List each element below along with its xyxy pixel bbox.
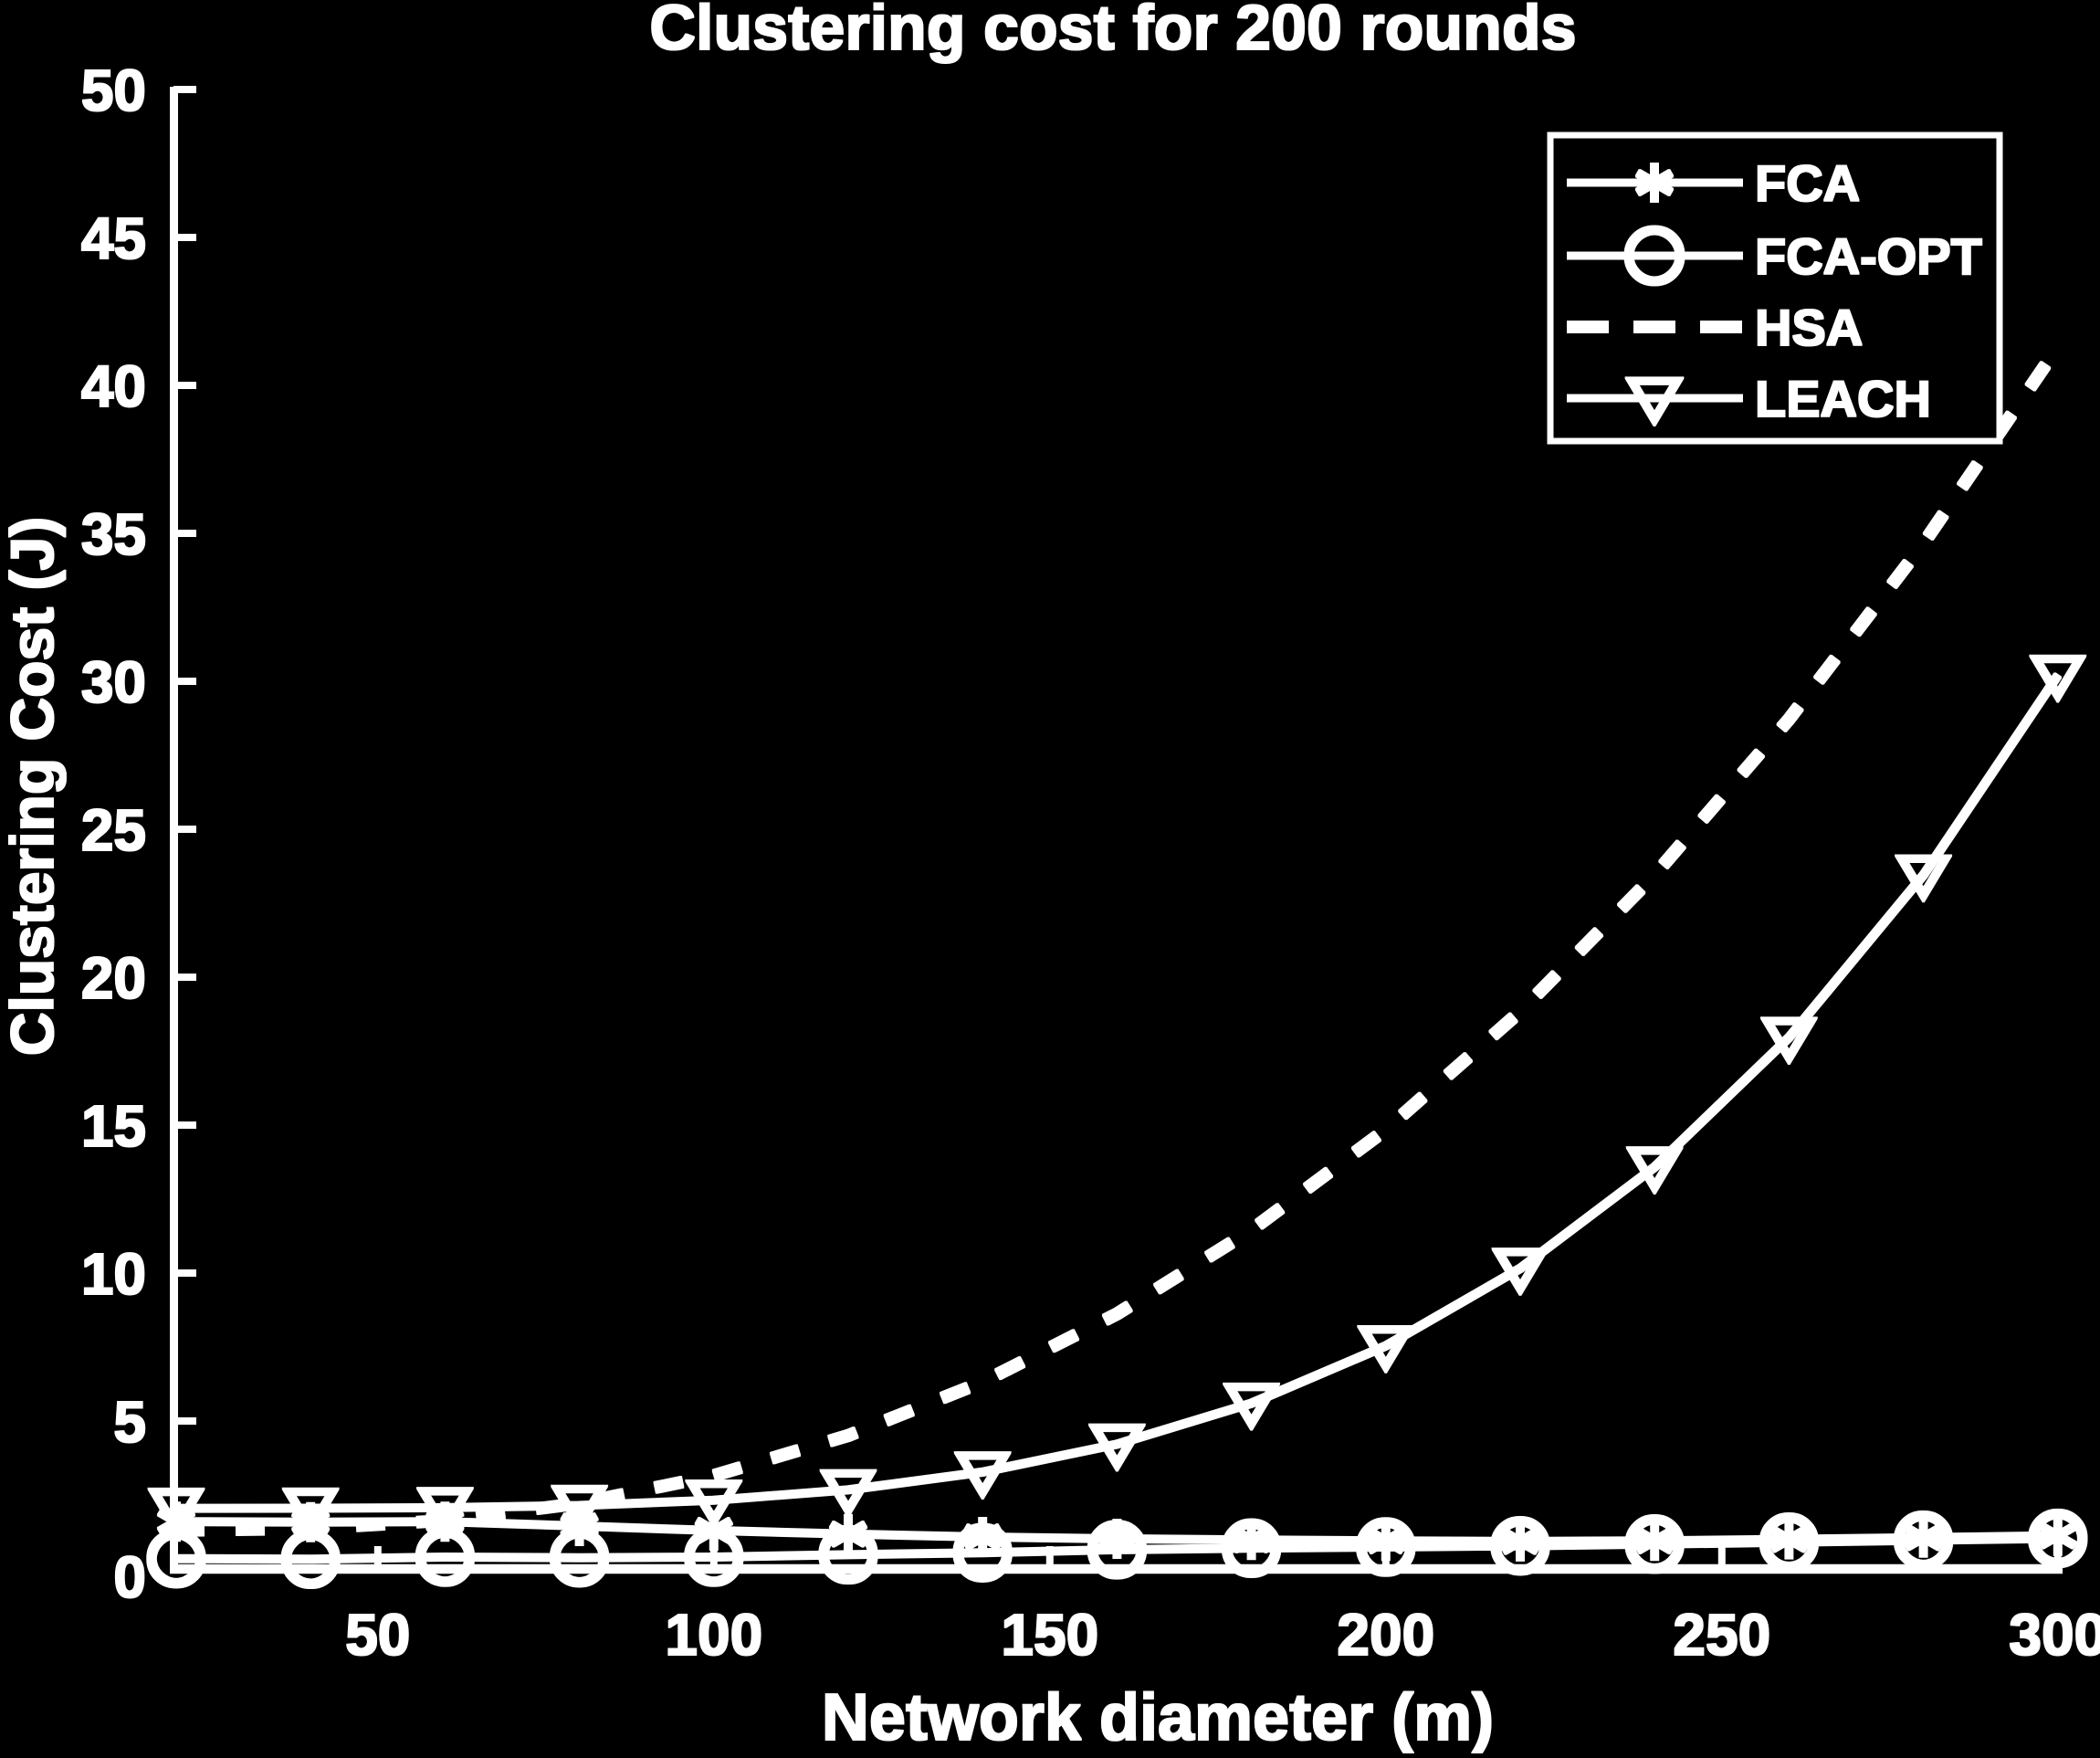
svg-text:30: 30 — [81, 649, 146, 715]
svg-text:35: 35 — [81, 501, 146, 567]
svg-text:250: 250 — [1673, 1602, 1770, 1668]
svg-text:40: 40 — [81, 353, 146, 419]
svg-text:Clustering cost for 200 rounds: Clustering cost for 200 rounds — [649, 0, 1576, 63]
svg-text:LEACH: LEACH — [1755, 370, 1931, 427]
svg-text:FCA: FCA — [1755, 154, 1860, 212]
svg-text:300: 300 — [2009, 1602, 2100, 1668]
svg-text:Network diameter (m): Network diameter (m) — [822, 1681, 1494, 1753]
svg-text:150: 150 — [1001, 1602, 1098, 1668]
svg-text:100: 100 — [665, 1602, 762, 1668]
svg-text:HSA: HSA — [1755, 299, 1863, 356]
svg-text:0: 0 — [113, 1544, 146, 1610]
svg-text:10: 10 — [81, 1241, 146, 1307]
svg-text:FCA-OPT: FCA-OPT — [1755, 227, 1982, 285]
svg-text:20: 20 — [81, 945, 146, 1011]
svg-text:Clustering Cost (J): Clustering Cost (J) — [0, 517, 66, 1056]
svg-text:5: 5 — [113, 1389, 146, 1455]
svg-text:50: 50 — [81, 58, 146, 123]
svg-text:200: 200 — [1337, 1602, 1434, 1668]
svg-text:50: 50 — [345, 1602, 410, 1668]
svg-text:45: 45 — [81, 205, 146, 271]
svg-text:15: 15 — [81, 1093, 146, 1159]
svg-text:25: 25 — [81, 797, 146, 863]
